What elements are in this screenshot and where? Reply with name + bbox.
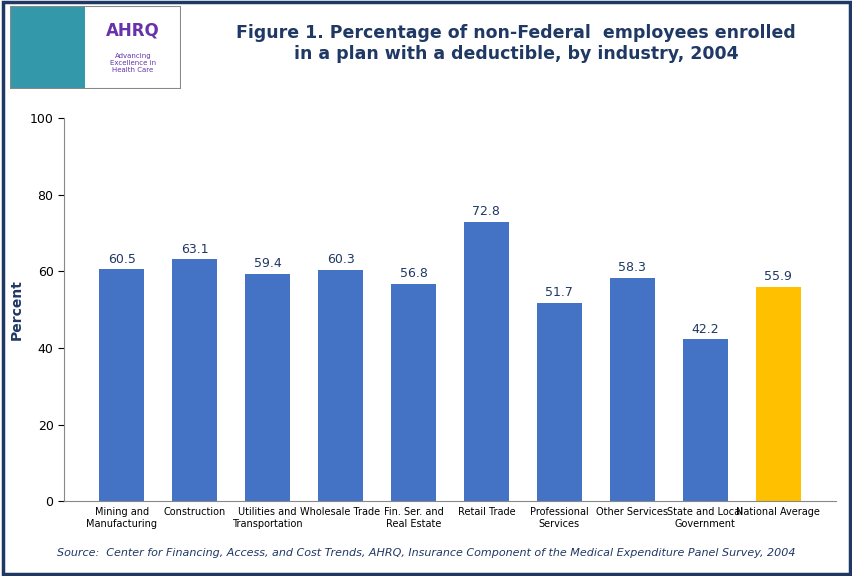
Y-axis label: Percent: Percent	[10, 279, 24, 340]
Text: 51.7: 51.7	[544, 286, 573, 300]
Text: Figure 1. Percentage of non-Federal  employees enrolled
in a plan with a deducti: Figure 1. Percentage of non-Federal empl…	[236, 24, 795, 63]
Text: 72.8: 72.8	[472, 206, 500, 218]
Bar	[10, 6, 85, 89]
Bar	[682, 339, 727, 501]
Text: 60.5: 60.5	[107, 252, 135, 266]
Text: Source:  Center for Financing, Access, and Cost Trends, AHRQ, Insurance Componen: Source: Center for Financing, Access, an…	[57, 548, 795, 558]
Text: 60.3: 60.3	[326, 253, 354, 266]
Text: 58.3: 58.3	[618, 261, 646, 274]
Bar	[172, 259, 217, 501]
Text: 63.1: 63.1	[181, 242, 208, 256]
Bar	[85, 6, 181, 89]
Bar	[318, 270, 363, 501]
Bar	[536, 303, 581, 501]
Bar	[755, 287, 800, 501]
Text: AHRQ: AHRQ	[106, 22, 160, 40]
Text: 59.4: 59.4	[253, 257, 281, 270]
Text: Advancing
Excellence in
Health Care: Advancing Excellence in Health Care	[110, 52, 156, 73]
Bar	[390, 283, 435, 501]
Text: 42.2: 42.2	[691, 323, 718, 336]
Text: 55.9: 55.9	[763, 270, 792, 283]
Text: 56.8: 56.8	[399, 267, 427, 280]
Bar	[609, 278, 654, 501]
Bar	[245, 274, 290, 501]
Bar	[99, 270, 144, 501]
Bar	[463, 222, 509, 501]
